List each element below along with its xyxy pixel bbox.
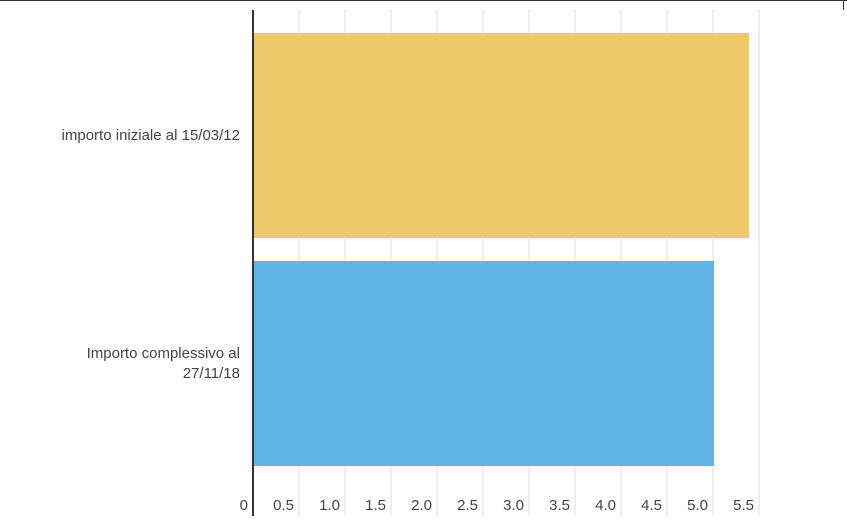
x-tick-label: 1.5 xyxy=(365,497,386,514)
category-label: importo iniziale al 15/03/12 xyxy=(61,126,240,144)
bar xyxy=(254,261,714,466)
x-tick-label: 5.5 xyxy=(733,497,754,514)
x-tick-label: 4.5 xyxy=(641,497,662,514)
bar xyxy=(254,33,749,238)
x-tick-label: 1.0 xyxy=(319,497,340,514)
x-tick-label: 0 xyxy=(240,497,248,514)
x-tick-label: 2.5 xyxy=(457,497,478,514)
category-label: Importo complessivo al 27/11/18 xyxy=(86,344,240,382)
x-tick-label: 0.5 xyxy=(273,497,294,514)
x-tick-label: 4.0 xyxy=(595,497,616,514)
x-tick-label: 3.5 xyxy=(549,497,570,514)
x-tick-label: 5.0 xyxy=(687,497,708,514)
x-tick-label: 2.0 xyxy=(411,497,432,514)
x-tick-label: 3.0 xyxy=(503,497,524,514)
